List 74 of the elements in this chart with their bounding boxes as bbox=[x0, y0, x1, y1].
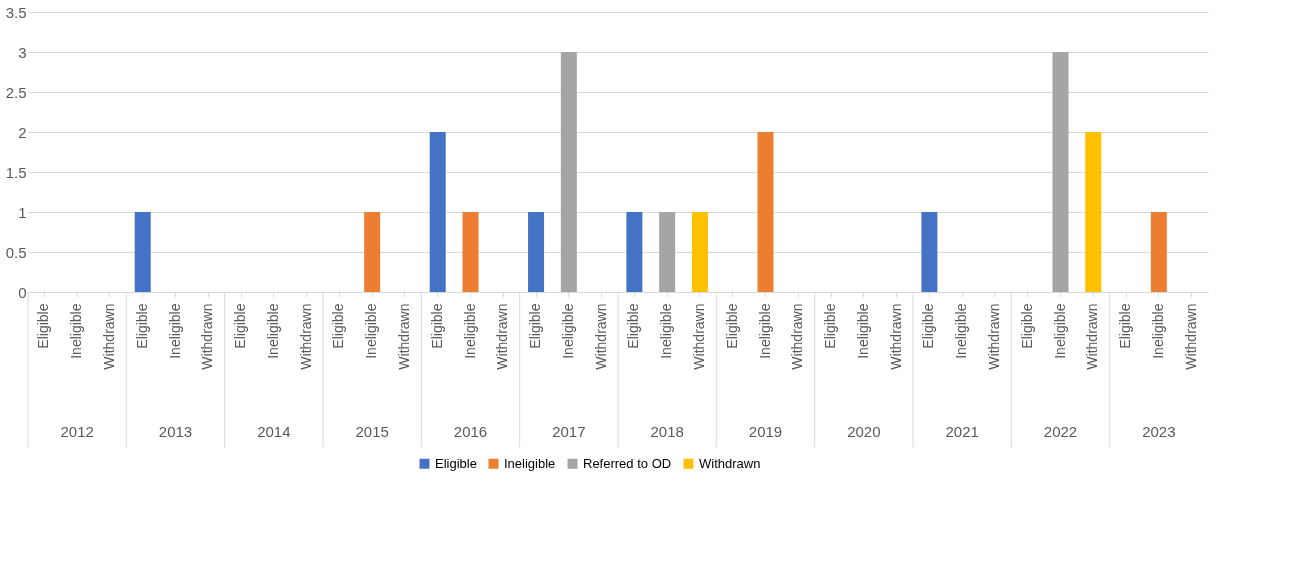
x-tick-label: Ineligible bbox=[559, 303, 576, 359]
y-tick-label: 3 bbox=[18, 43, 27, 61]
text: 2019 bbox=[748, 423, 783, 440]
y-tick-label: 1.5 bbox=[5, 163, 27, 181]
x-tick-label: Eligible bbox=[133, 303, 150, 349]
legend-label: Referred to OD bbox=[583, 455, 672, 471]
bar bbox=[691, 212, 708, 292]
legend-label: Eligible bbox=[435, 455, 477, 471]
x-tick-label: Withdrawn bbox=[789, 303, 806, 370]
x-tick-label: Eligible bbox=[723, 303, 740, 349]
text: 2022 bbox=[1043, 423, 1078, 440]
x-tick-label: Ineligible bbox=[363, 303, 380, 359]
text: 2015 bbox=[355, 423, 389, 440]
x-tick-label: Ineligible bbox=[68, 303, 85, 359]
text: 2016 bbox=[453, 423, 488, 440]
bar bbox=[921, 212, 938, 292]
text: 2018 bbox=[650, 423, 684, 440]
x-tick-label: Withdrawn bbox=[690, 303, 707, 370]
bar bbox=[560, 52, 577, 292]
x-tick-label: Ineligible bbox=[461, 303, 478, 359]
x-tick-label: Withdrawn bbox=[985, 303, 1002, 370]
y-tick-label: 3.5 bbox=[5, 3, 27, 21]
x-tick-label: Withdrawn bbox=[887, 303, 904, 370]
x-tick-label: Ineligible bbox=[264, 303, 281, 359]
x-tick-label: Ineligible bbox=[756, 303, 773, 359]
x-tick-label: Ineligible bbox=[1051, 303, 1068, 359]
x-tick-label: Ineligible bbox=[1149, 303, 1166, 359]
bar bbox=[1052, 52, 1069, 292]
x-tick-label: Eligible bbox=[625, 303, 642, 349]
text: 2017 bbox=[552, 423, 586, 440]
x-tick-label: Eligible bbox=[330, 303, 347, 349]
bar bbox=[626, 212, 643, 292]
x-tick-label: Withdrawn bbox=[199, 303, 216, 370]
x-tick-label: Eligible bbox=[1018, 303, 1035, 349]
legend-label: Withdrawn bbox=[699, 455, 761, 471]
x-tick-label: Withdrawn bbox=[494, 303, 511, 370]
x-tick-label: Withdrawn bbox=[395, 303, 412, 370]
x-tick-label: Ineligible bbox=[854, 303, 871, 359]
x-tick-label: Eligible bbox=[920, 303, 937, 349]
y-tick-label: 2.5 bbox=[5, 83, 27, 101]
x-tick-label: Eligible bbox=[527, 303, 544, 349]
bar bbox=[429, 132, 446, 292]
x-tick-label: Eligible bbox=[1117, 303, 1134, 349]
bar bbox=[1085, 132, 1102, 292]
legend-label: Ineligible bbox=[504, 455, 556, 471]
bar bbox=[757, 132, 774, 292]
x-tick-label: Ineligible bbox=[658, 303, 675, 359]
bar bbox=[659, 212, 676, 292]
text: 2014 bbox=[257, 423, 291, 440]
x-tick-label: Withdrawn bbox=[1182, 303, 1199, 370]
y-tick-label: 0 bbox=[18, 283, 27, 301]
y-tick-label: 2 bbox=[18, 123, 27, 141]
x-tick-label: Ineligible bbox=[166, 303, 183, 359]
bar bbox=[364, 212, 381, 292]
x-tick-label: Eligible bbox=[428, 303, 445, 349]
text: 2013 bbox=[158, 423, 193, 440]
bar bbox=[462, 212, 479, 292]
bar bbox=[1150, 212, 1167, 292]
x-tick-label: Withdrawn bbox=[592, 303, 609, 370]
text: 2020 bbox=[847, 423, 881, 440]
text: 2023 bbox=[1142, 423, 1176, 440]
x-tick-label: Eligible bbox=[232, 303, 249, 349]
y-tick-label: 0.5 bbox=[5, 243, 27, 261]
x-tick-label: Withdrawn bbox=[297, 303, 314, 370]
bar bbox=[528, 212, 545, 292]
x-tick-label: Withdrawn bbox=[1084, 303, 1101, 370]
x-tick-label: Eligible bbox=[35, 303, 52, 349]
text: 2021 bbox=[945, 423, 979, 440]
text: 2012 bbox=[60, 423, 94, 440]
bar bbox=[134, 212, 151, 292]
y-tick-label: 1 bbox=[18, 203, 27, 221]
x-tick-label: Eligible bbox=[822, 303, 839, 349]
x-tick-label: Withdrawn bbox=[100, 303, 117, 370]
x-tick-label: Ineligible bbox=[953, 303, 970, 359]
